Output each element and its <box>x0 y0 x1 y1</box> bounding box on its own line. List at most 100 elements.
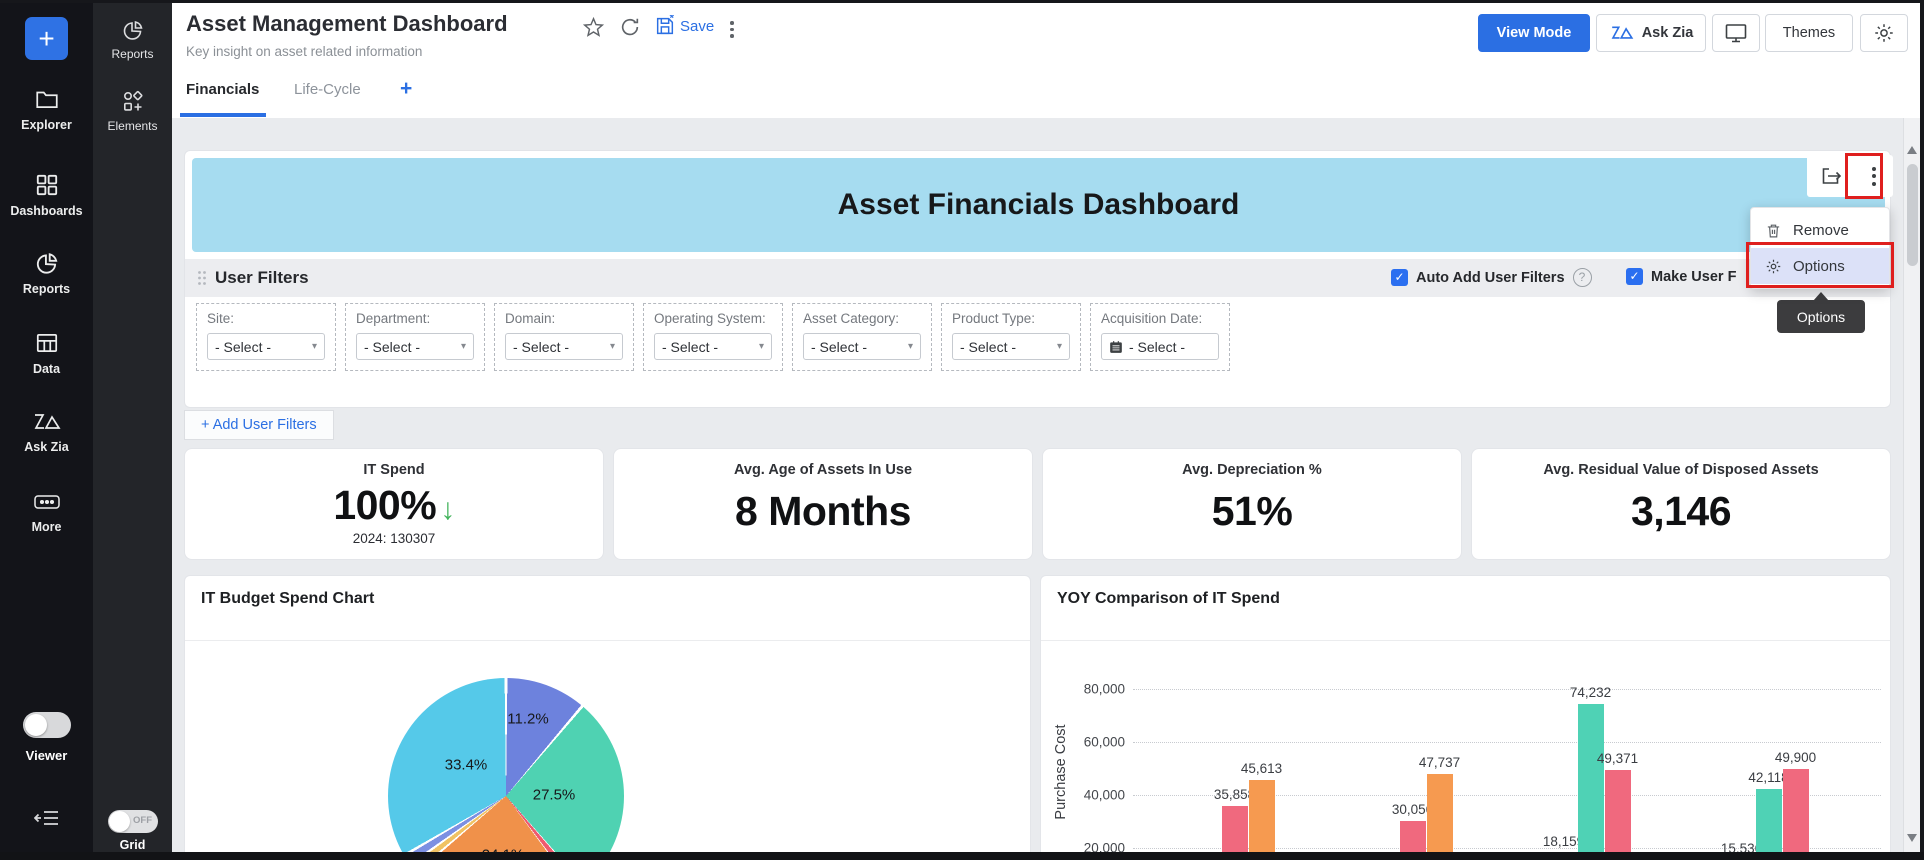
widget-context-menu: Remove Options <box>1750 207 1890 289</box>
rail2-item-reports[interactable]: Reports <box>93 18 172 61</box>
gear-icon <box>1765 258 1782 275</box>
dashboard-content: Asset Financials Dashboard User Filters … <box>172 118 1924 860</box>
pie-chart[interactable] <box>388 678 624 859</box>
gear-icon <box>1873 22 1895 44</box>
bar-orange[interactable] <box>1248 780 1275 859</box>
settings-gear-button[interactable] <box>1860 14 1908 52</box>
add-user-filters-button[interactable]: + Add User Filters <box>184 410 334 440</box>
bar-teal[interactable] <box>1577 704 1604 859</box>
more-actions-kebab-icon[interactable] <box>726 17 738 42</box>
zia-icon <box>0 410 93 434</box>
domain-select[interactable]: - Select - ▾ <box>505 333 623 360</box>
kpi-footnote: 2024: 130307 <box>352 531 436 546</box>
trend-down-arrow-icon: ↓ <box>440 493 455 526</box>
kpi-card-avg-residual-value[interactable]: Avg. Residual Value of Disposed Assets 3… <box>1471 448 1891 560</box>
filter-domain: Domain: - Select - ▾ <box>494 303 634 371</box>
bar-pink[interactable] <box>1782 768 1809 859</box>
menu-item-options[interactable]: Options <box>1751 248 1889 284</box>
ellipsis-icon <box>0 490 93 514</box>
product-type-select[interactable]: - Select - ▾ <box>952 333 1070 360</box>
tab-life-cycle[interactable]: Life-Cycle <box>294 81 361 98</box>
view-mode-button[interactable]: View Mode <box>1478 14 1590 52</box>
asset-category-select[interactable]: - Select - ▾ <box>803 333 921 360</box>
department-select[interactable]: - Select - ▾ <box>356 333 474 360</box>
bar-pink[interactable] <box>1221 805 1248 859</box>
viewer-toggle[interactable] <box>23 712 71 738</box>
dashboards-icon <box>0 172 93 198</box>
chevron-down-icon: ▾ <box>460 341 466 352</box>
scroll-down-arrow[interactable] <box>1907 834 1917 842</box>
move-export-icon[interactable] <box>1819 164 1843 188</box>
kpi-card-it-spend[interactable]: IT Spend 100% ↓ 2024: 130307 <box>184 448 604 560</box>
chart-title: YOY Comparison of IT Spend <box>1057 590 1280 607</box>
bar-value-label: 30,056 <box>1391 802 1434 818</box>
widget-kebab-menu-icon[interactable] <box>1867 162 1881 191</box>
kpi-value: 3,146 <box>1630 488 1732 534</box>
create-new-button[interactable]: + <box>25 17 68 60</box>
calendar-icon <box>1109 340 1123 354</box>
kpi-value: 100% <box>333 482 437 528</box>
sidebar-item-reports[interactable]: Reports <box>0 250 93 296</box>
banner-and-filters-panel: Asset Financials Dashboard User Filters … <box>184 150 1891 408</box>
favorite-star-icon[interactable] <box>582 16 605 39</box>
auto-add-user-filters-checkbox[interactable]: ✓ <box>1391 269 1408 286</box>
page-title: Asset Management Dashboard <box>186 11 508 36</box>
tooltip-caret <box>1813 292 1829 301</box>
user-filters-heading: User Filters <box>215 268 309 287</box>
gridline <box>1133 795 1881 796</box>
make-user-filters-label: Make User F <box>1651 268 1737 285</box>
bar-pink[interactable] <box>1604 770 1631 859</box>
collapse-sidebar-icon[interactable] <box>34 806 62 830</box>
kpi-card-avg-age[interactable]: Avg. Age of Assets In Use 8 Months <box>613 448 1033 560</box>
bar-teal[interactable] <box>1755 789 1782 859</box>
add-tab-button[interactable]: + <box>400 77 413 100</box>
save-button[interactable]: * Save <box>654 15 714 37</box>
help-icon[interactable]: ? <box>1572 268 1592 287</box>
elements-icon <box>93 90 172 114</box>
pie-report-icon <box>93 18 172 42</box>
make-user-filters-checkbox[interactable]: ✓ <box>1626 268 1643 285</box>
bar-chart[interactable]: Purchase Cost 80,000 60,000 40,000 20,00… <box>1041 576 1890 859</box>
bar-value-label: 49,371 <box>1596 751 1639 767</box>
sidebar-item-more[interactable]: More <box>0 490 93 534</box>
filter-site: Site: - Select - ▾ <box>196 303 336 371</box>
scrollbar-thumb[interactable] <box>1907 164 1918 266</box>
themes-button[interactable]: Themes <box>1765 14 1853 52</box>
sidebar-item-data[interactable]: Data <box>0 330 93 376</box>
operating-system-select[interactable]: - Select - ▾ <box>654 333 772 360</box>
yoy-comparison-chart-panel[interactable]: YOY Comparison of IT Spend Purchase Cost… <box>1040 575 1891 860</box>
bar-orange[interactable] <box>1426 774 1453 859</box>
bar-value-label: 49,900 <box>1774 749 1817 765</box>
ask-zia-button[interactable]: Ask Zia <box>1596 14 1706 52</box>
sidebar-item-ask-zia[interactable]: Ask Zia <box>0 410 93 454</box>
kpi-card-avg-depreciation[interactable]: Avg. Depreciation % 51% <box>1042 448 1462 560</box>
active-tab-underline <box>180 113 266 117</box>
sidebar-item-dashboards[interactable]: Dashboards <box>0 172 93 218</box>
bar-value-label: 74,232 <box>1569 685 1612 701</box>
filter-operating-system: Operating System: - Select - ▾ <box>643 303 783 371</box>
sidebar-item-explorer[interactable]: Explorer <box>0 86 93 132</box>
gridline <box>1133 742 1881 743</box>
chart-title: IT Budget Spend Chart <box>201 590 375 607</box>
acquisition-date-select[interactable]: - Select - <box>1101 333 1219 360</box>
folder-icon <box>0 86 93 112</box>
grid-toggle[interactable]: OFF <box>108 810 158 833</box>
vertical-scrollbar[interactable] <box>1903 118 1920 852</box>
site-select[interactable]: - Select - ▾ <box>207 333 325 360</box>
presentation-monitor-button[interactable] <box>1712 14 1760 52</box>
divider <box>185 640 1030 641</box>
window-border-right <box>1920 0 1924 860</box>
it-budget-spend-chart-panel[interactable]: IT Budget Spend Chart 11.2% 33.4% 27.5% … <box>184 575 1031 860</box>
kpi-row: IT Spend 100% ↓ 2024: 130307 Avg. Age of … <box>184 448 1891 560</box>
scroll-up-arrow[interactable] <box>1907 146 1917 154</box>
y-axis-label: Purchase Cost <box>1053 724 1069 820</box>
page-subtitle: Key insight on asset related information <box>186 44 423 59</box>
filter-asset-category: Asset Category: - Select - ▾ <box>792 303 932 371</box>
gridline <box>1133 689 1881 690</box>
drag-handle-icon[interactable] <box>197 270 207 286</box>
menu-item-remove[interactable]: Remove <box>1751 212 1889 248</box>
refresh-icon[interactable] <box>619 16 641 38</box>
rail2-item-elements[interactable]: Elements <box>93 90 172 133</box>
dashboard-banner[interactable]: Asset Financials Dashboard <box>192 158 1885 252</box>
tab-financials[interactable]: Financials <box>186 81 260 98</box>
